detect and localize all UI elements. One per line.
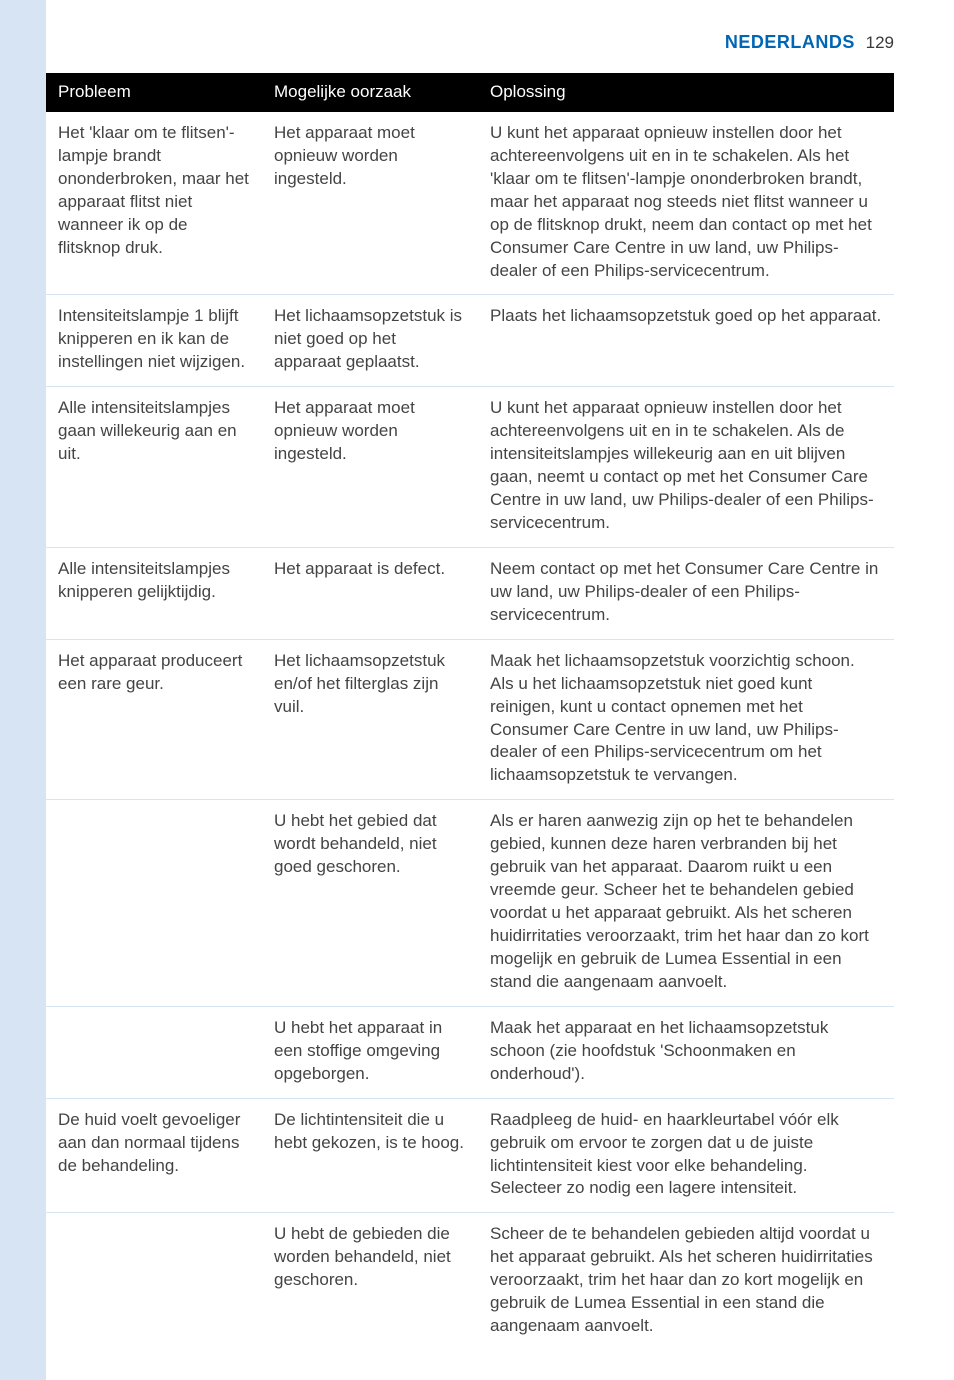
cell-problem: Alle intensiteitslampjes knipperen gelij…	[46, 547, 262, 639]
page-number: 129	[866, 33, 894, 52]
troubleshooting-table: Probleem Mogelijke oorzaak Oplossing Het…	[46, 73, 894, 1350]
cell-solution: Maak het lichaamsopzetstuk voorzichtig s…	[478, 639, 894, 800]
page-header: NEDERLANDS 129	[0, 30, 894, 55]
table-row: Alle intensiteitslampjes knipperen gelij…	[46, 547, 894, 639]
cell-cause: Het lichaamsopzetstuk is niet goed op he…	[262, 295, 478, 387]
cell-solution: Raadpleeg de huid- en haarkleurtabel vóó…	[478, 1098, 894, 1213]
table-row: U hebt het apparaat in een stoffige omge…	[46, 1006, 894, 1098]
table-header-row: Probleem Mogelijke oorzaak Oplossing	[46, 73, 894, 112]
language-label: NEDERLANDS	[725, 32, 855, 52]
cell-solution: U kunt het apparaat opnieuw instellen do…	[478, 387, 894, 548]
cell-cause: De lichtintensiteit die u hebt gekozen, …	[262, 1098, 478, 1213]
table-row: Het apparaat produceert een rare geur. H…	[46, 639, 894, 800]
cell-cause: Het apparaat moet opnieuw worden ingeste…	[262, 112, 478, 295]
table-row: U hebt het gebied dat wordt behandeld, n…	[46, 800, 894, 1007]
cell-problem: Het apparaat produceert een rare geur.	[46, 639, 262, 800]
cell-cause: U hebt de gebieden die worden behandeld,…	[262, 1213, 478, 1350]
page-content: NEDERLANDS 129 Probleem Mogelijke oorzaa…	[0, 0, 954, 1380]
cell-problem: De huid voelt gevoeliger aan dan normaal…	[46, 1098, 262, 1213]
col-header-cause: Mogelijke oorzaak	[262, 73, 478, 112]
cell-solution: Neem contact op met het Consumer Care Ce…	[478, 547, 894, 639]
cell-cause: Het lichaamsopzetstuk en/of het filtergl…	[262, 639, 478, 800]
cell-problem	[46, 1213, 262, 1350]
cell-solution: Maak het apparaat en het lichaamsopzetst…	[478, 1006, 894, 1098]
cell-problem	[46, 800, 262, 1007]
table-row: De huid voelt gevoeliger aan dan normaal…	[46, 1098, 894, 1213]
cell-problem: Alle intensiteitslampjes gaan willekeuri…	[46, 387, 262, 548]
cell-solution: Scheer de te behandelen gebieden altijd …	[478, 1213, 894, 1350]
cell-problem: Intensiteitslampje 1 blijft knipperen en…	[46, 295, 262, 387]
col-header-problem: Probleem	[46, 73, 262, 112]
left-margin-bar	[0, 0, 46, 1380]
cell-problem: Het 'klaar om te flitsen'-lampje brandt …	[46, 112, 262, 295]
cell-cause: Het apparaat is defect.	[262, 547, 478, 639]
cell-cause: U hebt het apparaat in een stoffige omge…	[262, 1006, 478, 1098]
table-row: Het 'klaar om te flitsen'-lampje brandt …	[46, 112, 894, 295]
table-row: Intensiteitslampje 1 blijft knipperen en…	[46, 295, 894, 387]
page-container: NEDERLANDS 129 Probleem Mogelijke oorzaa…	[0, 0, 954, 1380]
table-row: Alle intensiteitslampjes gaan willekeuri…	[46, 387, 894, 548]
cell-cause: Het apparaat moet opnieuw worden ingeste…	[262, 387, 478, 548]
table-row: U hebt de gebieden die worden behandeld,…	[46, 1213, 894, 1350]
cell-solution: U kunt het apparaat opnieuw instellen do…	[478, 112, 894, 295]
col-header-solution: Oplossing	[478, 73, 894, 112]
cell-cause: U hebt het gebied dat wordt behandeld, n…	[262, 800, 478, 1007]
cell-solution: Als er haren aanwezig zijn op het te beh…	[478, 800, 894, 1007]
cell-problem	[46, 1006, 262, 1098]
cell-solution: Plaats het lichaamsopzetstuk goed op het…	[478, 295, 894, 387]
